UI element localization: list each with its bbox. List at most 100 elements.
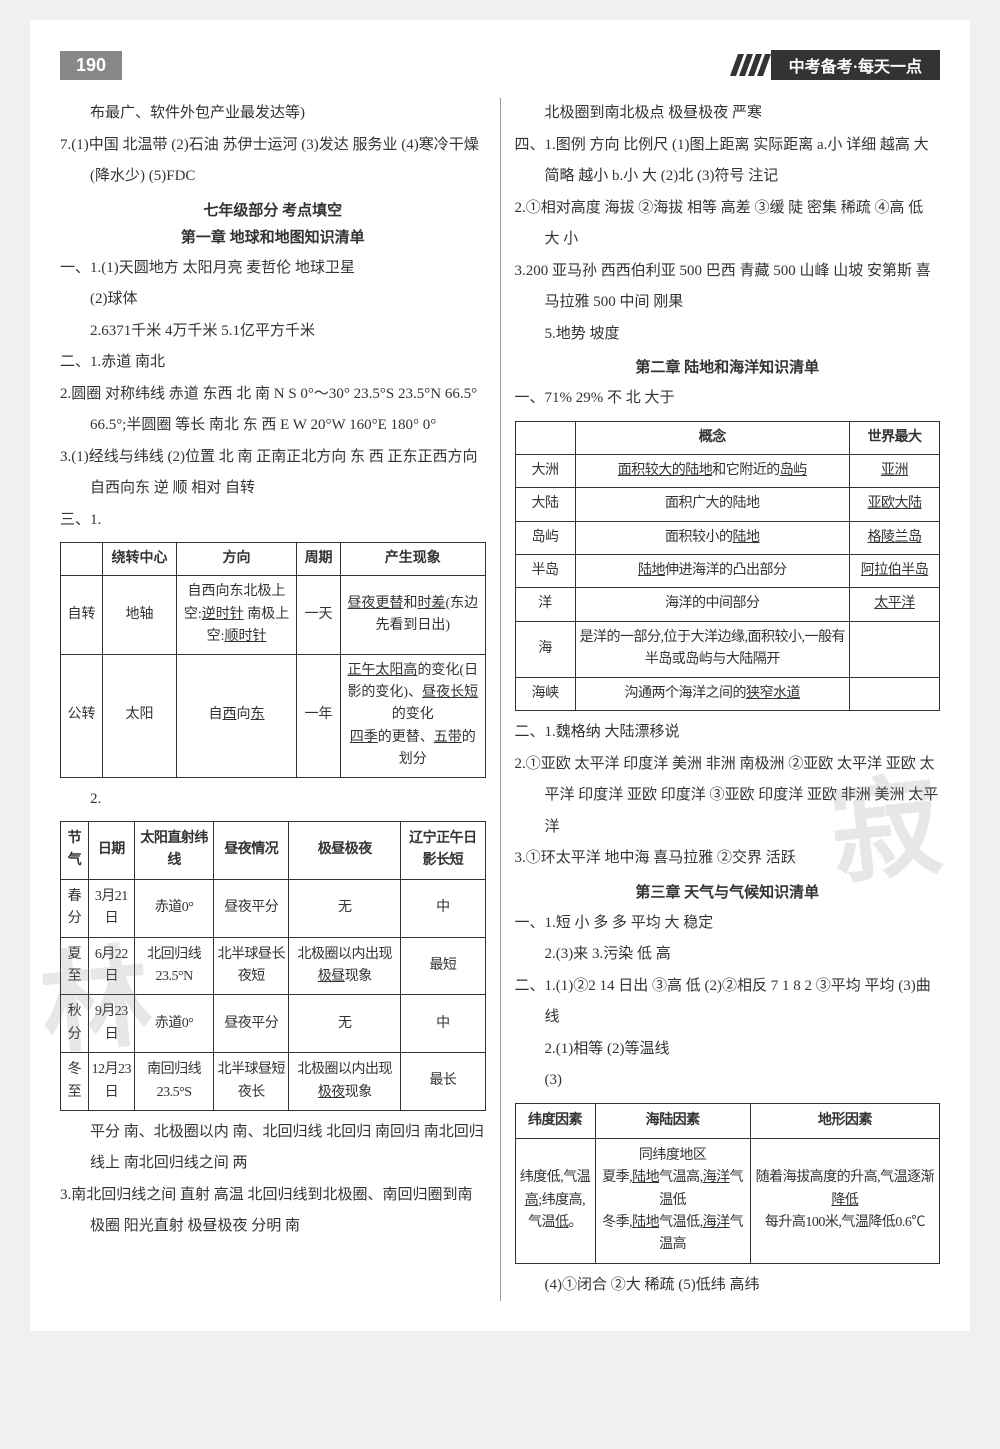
table-cell: 9月23日 <box>88 995 134 1053</box>
section-title: 第二章 陆地和海洋知识清单 <box>515 356 941 377</box>
table-cell: 海峡 <box>515 677 575 710</box>
text-line: 布最广、软件外包产业最发达等) <box>60 98 486 130</box>
text-line: 3.(1)经线与纬线 (2)位置 北 南 正南正北方向 东 西 正东正西方向 自… <box>60 442 486 505</box>
table-row: 大陆面积广大的陆地亚欧大陆 <box>515 488 940 521</box>
page-number: 190 <box>60 51 122 80</box>
table-cell: 面积较小的陆地 <box>575 521 850 554</box>
text-line: 一、1.短 小 多 多 平均 大 稳定 <box>515 908 941 940</box>
table-header <box>61 543 103 576</box>
text-line: 7.(1)中国 北温带 (2)石油 苏伊士运河 (3)发达 服务业 (4)寒冷干… <box>60 130 486 193</box>
table-row: 岛屿面积较小的陆地格陵兰岛 <box>515 521 940 554</box>
table-row: 公转太阳自西向东一年正午太阳高的变化(日影的变化)、昼夜长短的变化四季的更替、五… <box>61 654 486 777</box>
table-header: 日期 <box>88 822 134 880</box>
text-line: 三、1. <box>60 505 486 537</box>
table-cell: 太阳 <box>103 654 177 777</box>
table-row: 自转地轴自西向东北极上空:逆时针 南极上空:顺时针一天昼夜更替和时差(东边先看到… <box>61 576 486 654</box>
table-cell: 自转 <box>61 576 103 654</box>
text-line: 2.①亚欧 太平洋 印度洋 美洲 非洲 南极洲 ②亚欧 太平洋 亚欧 太平洋 印… <box>515 749 941 844</box>
table-cell: 秋分 <box>61 995 89 1053</box>
table-cell: 昼夜平分 <box>214 995 289 1053</box>
table-cell: 最短 <box>401 937 485 995</box>
table-cell: 半岛 <box>515 555 575 588</box>
table-cell: 亚欧大陆 <box>850 488 940 521</box>
text-line: 二、1.(1)②2 14 日出 ③高 低 (2)②相反 7 1 8 2 ③平均 … <box>515 971 941 1034</box>
table-header: 绕转中心 <box>103 543 177 576</box>
page: 林 寂 190 中考备考·每天一点 布最广、软件外包产业最发达等) 7.(1)中… <box>30 20 970 1331</box>
table-cell: 阿拉伯半岛 <box>850 555 940 588</box>
text-line: 二、1.赤道 南北 <box>60 347 486 379</box>
table-row: 春分3月21日赤道0°昼夜平分无中 <box>61 879 486 937</box>
table-cell: 冬至 <box>61 1053 89 1111</box>
text-line: 一、1.(1)天圆地方 太阳月亮 麦哲伦 地球卫星 <box>60 253 486 285</box>
table-cell: 中 <box>401 879 485 937</box>
table-landforms: 概念世界最大 大洲面积较大的陆地和它附近的岛屿亚洲大陆面积广大的陆地亚欧大陆岛屿… <box>515 421 941 712</box>
table-cell: 同纬度地区夏季,陆地气温高,海洋气温低冬季,陆地气温低,海洋气温高 <box>595 1138 750 1263</box>
text-line: 2. <box>60 784 486 816</box>
table-cell: 北半球昼短夜长 <box>214 1053 289 1111</box>
table-cell: 北半球昼长夜短 <box>214 937 289 995</box>
table-header: 海陆因素 <box>595 1103 750 1138</box>
table-row: 秋分9月23日赤道0°昼夜平分无中 <box>61 995 486 1053</box>
table-header: 概念 <box>575 421 850 454</box>
table-cell: 无 <box>289 995 401 1053</box>
table-cell: 北极圈以内出现极夜现象 <box>289 1053 401 1111</box>
table-cell: 格陵兰岛 <box>850 521 940 554</box>
table-cell: 正午太阳高的变化(日影的变化)、昼夜长短的变化四季的更替、五带的划分 <box>341 654 485 777</box>
table-row: 大洲面积较大的陆地和它附近的岛屿亚洲 <box>515 454 940 487</box>
table-row: 洋海洋的中间部分太平洋 <box>515 588 940 621</box>
table-cell: 夏至 <box>61 937 89 995</box>
table-cell: 一年 <box>297 654 341 777</box>
text-line: (3) <box>515 1065 941 1097</box>
table-cell: 中 <box>401 995 485 1053</box>
table-cell: 北极圈以内出现极昼现象 <box>289 937 401 995</box>
table-cell: 一天 <box>297 576 341 654</box>
table-cell: 南回归线23.5°S <box>134 1053 214 1111</box>
table-cell: 是洋的一部分,位于大洋边缘,面积较小,一般有半岛或岛屿与大陆隔开 <box>575 621 850 677</box>
table-cell: 6月22日 <box>88 937 134 995</box>
column-divider <box>500 98 501 1301</box>
table-cell: 最长 <box>401 1053 485 1111</box>
table-cell: 洋 <box>515 588 575 621</box>
table-cell: 沟通两个海洋之间的狭窄水道 <box>575 677 850 710</box>
table-row: 冬至12月23日南回归线23.5°S北半球昼短夜长北极圈以内出现极夜现象最长 <box>61 1053 486 1111</box>
table-cell: 大洲 <box>515 454 575 487</box>
table-cell: 海洋的中间部分 <box>575 588 850 621</box>
text-line: (2)球体 <box>60 284 486 316</box>
header-title: 中考备考·每天一点 <box>771 50 940 80</box>
text-line: 平分 南、北极圈以内 南、北回归线 北回归 南回归 南北回归线上 南北回归线之间… <box>60 1117 486 1180</box>
text-line: 2.(3)来 3.污染 低 高 <box>515 939 941 971</box>
table-header: 世界最大 <box>850 421 940 454</box>
table-cell: 陆地伸进海洋的凸出部分 <box>575 555 850 588</box>
table-cell: 昼夜平分 <box>214 879 289 937</box>
table-cell: 岛屿 <box>515 521 575 554</box>
table-cell: 太平洋 <box>850 588 940 621</box>
table-cell: 地轴 <box>103 576 177 654</box>
table-cell: 3月21日 <box>88 879 134 937</box>
table-cell: 公转 <box>61 654 103 777</box>
table-cell: 12月23日 <box>88 1053 134 1111</box>
table-cell: 昼夜更替和时差(东边先看到日出) <box>341 576 485 654</box>
columns: 布最广、软件外包产业最发达等) 7.(1)中国 北温带 (2)石油 苏伊士运河 … <box>60 98 940 1301</box>
table-solar-terms: 节气日期太阳直射纬线昼夜情况极昼极夜辽宁正午日影长短 春分3月21日赤道0°昼夜… <box>60 821 486 1111</box>
table-cell: 无 <box>289 879 401 937</box>
right-column: 北极圈到南北极点 极昼极夜 严寒 四、1.图例 方向 比例尺 (1)图上距离 实… <box>515 98 941 1301</box>
text-line: 一、71% 29% 不 北 大于 <box>515 383 941 415</box>
text-line: 2.圆圈 对称纬线 赤道 东西 北 南 N S 0°～30° 23.5°S 23… <box>60 379 486 442</box>
table-cell: 纬度低,气温高;纬度高,气温低。 <box>515 1138 595 1263</box>
table-header: 节气 <box>61 822 89 880</box>
text-line: 3.200 亚马孙 西西伯利亚 500 巴西 青藏 500 山峰 山坡 安第斯 … <box>515 256 941 319</box>
text-line: 二、1.魏格纳 大陆漂移说 <box>515 717 941 749</box>
table-cell <box>850 677 940 710</box>
table-cell: 春分 <box>61 879 89 937</box>
header-stripes <box>734 54 767 76</box>
table-cell: 赤道0° <box>134 995 214 1053</box>
table-cell: 大陆 <box>515 488 575 521</box>
section-title: 第三章 天气与气候知识清单 <box>515 881 941 902</box>
table-header: 辽宁正午日影长短 <box>401 822 485 880</box>
section-title: 七年级部分 考点填空 <box>60 199 486 220</box>
text-line: 四、1.图例 方向 比例尺 (1)图上距离 实际距离 a.小 详细 越高 大 简… <box>515 130 941 193</box>
table-header <box>515 421 575 454</box>
table-cell: 海 <box>515 621 575 677</box>
table-cell <box>850 621 940 677</box>
table-cell: 亚洲 <box>850 454 940 487</box>
